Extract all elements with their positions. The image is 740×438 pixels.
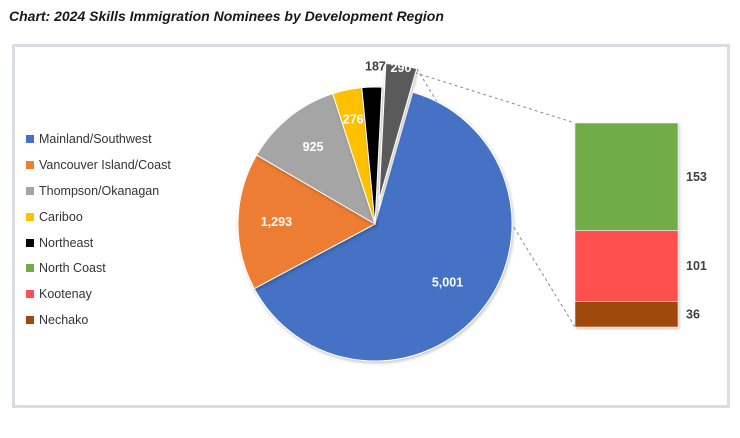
legend-label: Mainland/Southwest — [39, 131, 152, 146]
legend-label: North Coast — [39, 261, 106, 276]
legend-item-cariboo: Cariboo — [26, 204, 171, 230]
pie-slice-thompson-okanagan — [255, 93, 376, 226]
breakdown-bar — [574, 122, 679, 328]
pie-slice-vancouver-island-coast — [237, 154, 377, 290]
legend-label: Kootenay — [39, 287, 92, 302]
legend-label: Northeast — [39, 235, 94, 250]
legend-item-thompson-okanagan: Thompson/Okanagan — [26, 178, 171, 204]
data-label-thompson-okanagan: 925 — [303, 140, 324, 154]
legend-item-northeast: Northeast — [26, 230, 171, 256]
pie-slice-northeast — [361, 86, 383, 225]
legend-item-vancouver-island-coast: Vancouver Island/Coast — [26, 152, 171, 178]
bar-label-nechako: 36 — [686, 307, 700, 321]
legend-swatch — [26, 238, 34, 247]
legend-swatch — [26, 316, 34, 325]
data-labels: 5,001 1,293 925 276 187 290 153 101 36 — [261, 60, 707, 322]
bar-segment-north-coast — [574, 122, 679, 231]
legend-label: Vancouver Island/Coast — [39, 157, 171, 172]
bar-label-kootenay: 101 — [686, 259, 707, 273]
legend-swatch — [26, 186, 34, 195]
data-label-other: 290 — [391, 61, 412, 75]
legend-swatch — [26, 160, 34, 169]
chart-legend: Mainland/Southwest Vancouver Island/Coast… — [26, 126, 171, 333]
data-label-mainland-southwest: 5,001 — [432, 276, 463, 290]
bar-segment-nechako — [574, 301, 679, 328]
legend-label: Cariboo — [39, 209, 83, 224]
legend-swatch — [26, 212, 34, 221]
bar-label-north-coast: 153 — [686, 170, 707, 184]
pie-slice-other — [378, 62, 418, 201]
legend-item-mainland-southwest: Mainland/Southwest — [26, 126, 171, 152]
legend-item-kootenay: Kootenay — [26, 281, 171, 307]
legend-swatch — [26, 134, 34, 143]
chart-title: Chart: 2024 Skills Immigration Nominees … — [9, 8, 444, 24]
pie — [237, 62, 513, 362]
bar-segment-kootenay — [574, 230, 679, 302]
data-label-northeast: 187 — [365, 60, 386, 74]
legend-label: Nechako — [39, 313, 89, 328]
legend-label: Thompson/Okanagan — [39, 183, 160, 198]
legend-swatch — [26, 290, 34, 299]
pie-slice-mainland-southwest — [253, 91, 513, 362]
legend-item-nechako: Nechako — [26, 307, 171, 333]
legend-swatch — [26, 264, 34, 273]
data-label-vancouver-island-coast: 1,293 — [261, 215, 292, 229]
data-label-cariboo: 276 — [343, 112, 364, 126]
legend-item-north-coast: North Coast — [26, 255, 171, 281]
